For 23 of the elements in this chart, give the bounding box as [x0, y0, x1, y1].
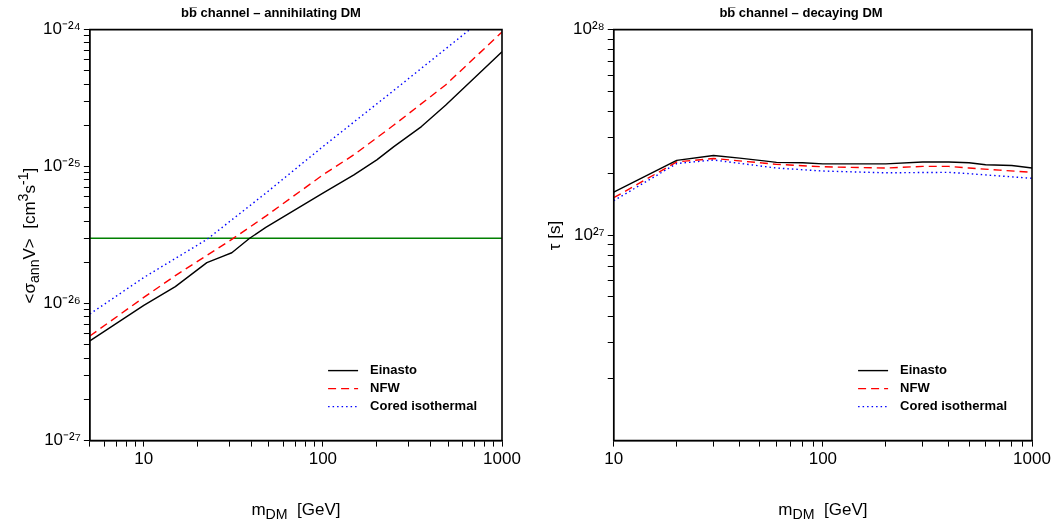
x-axis-title: m$_{DM}$ [GeV]: [251, 499, 341, 522]
x-tick-label: 10: [134, 449, 154, 469]
x-tick-label: 100: [808, 449, 838, 469]
legend-label: Einasto: [370, 362, 418, 378]
y-tick-label: 10²⁸: [572, 19, 605, 39]
y-tick-label: 10⁻²⁵: [43, 156, 81, 176]
chart-title: bb̅ channel – decaying DM: [719, 5, 883, 21]
legend-label: NFW: [900, 380, 931, 396]
x-axis-title: m$_{DM}$ [GeV]: [778, 499, 868, 522]
legend-label: Einasto: [900, 362, 948, 378]
y-tick-label: 10²⁷: [574, 224, 605, 244]
y-tick-label: 10⁻²⁷: [44, 430, 81, 450]
chart-title: bb̅ channel – annihilating DM: [181, 5, 361, 21]
x-tick-label: 1000: [1013, 449, 1051, 469]
y-tick-label: 10⁻²⁶: [43, 293, 81, 313]
legend-label: Cored isothermal: [900, 398, 1008, 414]
legend-label: Cored isothermal: [370, 398, 478, 414]
x-tick-label: 1000: [483, 449, 521, 469]
x-tick-label: 10: [604, 449, 624, 469]
legend-label: NFW: [370, 380, 401, 396]
x-tick-label: 100: [308, 449, 338, 469]
y-tick-label: 10⁻²⁴: [43, 19, 81, 39]
y-axis-title: τ [s]: [545, 220, 565, 250]
